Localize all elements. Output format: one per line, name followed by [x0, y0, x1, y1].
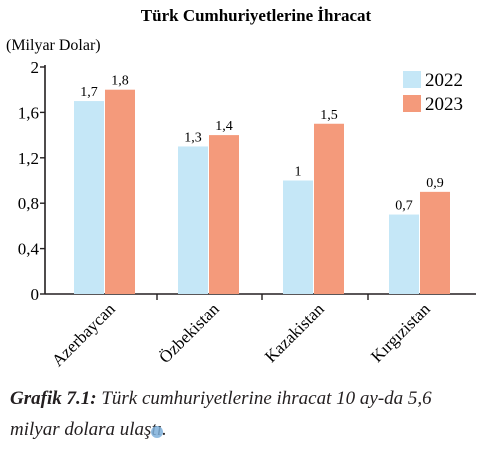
bar-2022-3	[389, 214, 419, 294]
x-tick-label: Özbekistan	[155, 299, 223, 367]
data-label: 0,9	[426, 176, 444, 191]
y-tick-label: 1,2	[18, 149, 39, 168]
y-tick-label: 1,6	[18, 103, 39, 122]
bar-2023-2	[314, 123, 344, 294]
cursor-marker	[151, 426, 163, 438]
x-tick-label: Azerbaycan	[48, 299, 119, 370]
data-label: 1,8	[111, 74, 129, 89]
chart-title: Türk Cumhuriyetlerine İhracat	[141, 6, 372, 25]
legend-label: 2022	[425, 70, 463, 91]
plot-area: 0 0,4 0,8 1,2 1,6 2 1,7 1,8 Azerbaycan 1,3 1,4 Özbe…	[18, 58, 476, 370]
caption-text: Türk cumhuriyetlerine ihracat 10 ay-da 5…	[10, 388, 432, 440]
data-label: 1,3	[184, 130, 202, 145]
y-tick-label: 2	[31, 58, 40, 77]
x-tick-label: Kazakistan	[261, 299, 328, 366]
bar-2022-0	[74, 101, 104, 294]
data-label: 1,7	[80, 85, 98, 100]
legend-swatch-2022	[403, 71, 421, 88]
data-label: 1,4	[215, 119, 233, 134]
caption-label: Grafik 7.1:	[10, 388, 97, 409]
legend-label: 2023	[425, 94, 463, 115]
data-label: 0,7	[395, 199, 413, 214]
y-tick-label: 0	[31, 285, 40, 304]
data-label: 1,5	[320, 108, 338, 123]
bar-2022-2	[283, 180, 313, 294]
bar-2023-0	[105, 89, 135, 294]
data-label: 1	[295, 165, 302, 180]
bar-2023-1	[209, 135, 239, 294]
bar-2023-3	[420, 191, 450, 294]
figure-caption: Grafik 7.1: Türk cumhuriyetlerine ihraca…	[10, 383, 476, 445]
x-tick-label: Kırgızistan	[367, 299, 434, 366]
legend-swatch-2023	[403, 95, 421, 112]
y-tick-label: 0,4	[18, 240, 40, 259]
bar-chart: Türk Cumhuriyetlerine İhracat (Milyar Do…	[6, 6, 476, 370]
y-tick-label: 0,8	[18, 194, 39, 213]
y-axis-label: (Milyar Dolar)	[6, 37, 101, 54]
bar-2022-1	[178, 146, 208, 294]
